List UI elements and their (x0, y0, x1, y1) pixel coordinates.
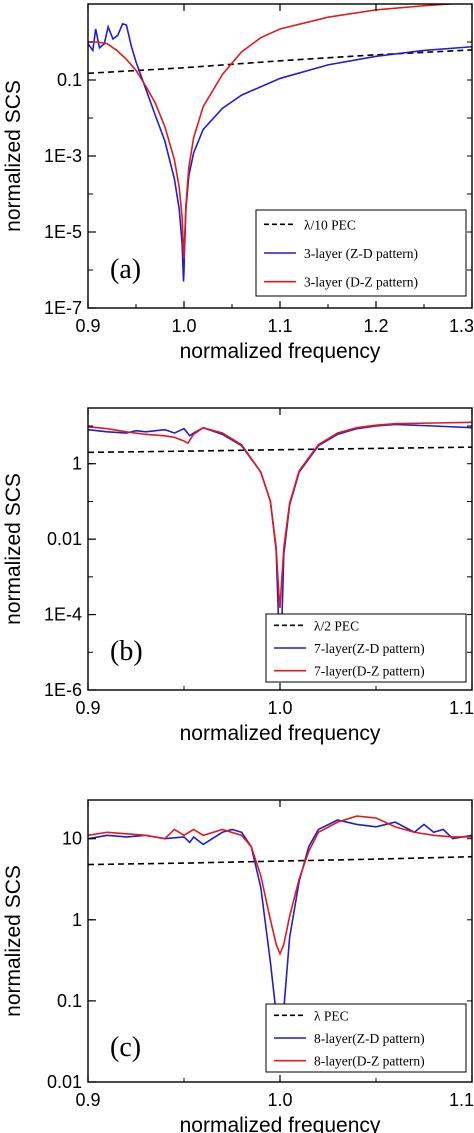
panel-3: 0.9 1.0 1.1 0.01 0.1 1 10 normalized frequency n… (2, 799, 474, 1133)
x-tick-label: 1.1 (267, 316, 292, 336)
series-line-3 (88, 421, 472, 608)
series-line-3 (88, 4, 461, 259)
series-line-1 (88, 49, 472, 75)
x-axis-label: normalized frequency (180, 722, 381, 745)
y-tick-label: 1E-4 (44, 605, 82, 625)
x-tick-label: 1.1 (449, 698, 474, 718)
y-tick-label: 0.01 (47, 529, 82, 549)
panel-1: 0.9 1.0 1.1 1.2 1.3 1E-7 1E-5 1E-3 0.1 normalized… (2, 3, 474, 363)
y-tick-label: 0.1 (57, 70, 82, 90)
legend-label: λ/10 PEC (304, 217, 356, 232)
series-line-1 (88, 446, 472, 454)
x-tick-label: 1.0 (171, 316, 196, 336)
legend-label: 7-layer(D-Z pattern) (314, 664, 425, 679)
legend-label: 7-layer(Z-D pattern) (314, 641, 425, 656)
legend: λ PEC 8-layer(Z-D pattern) 8-layer(D-Z pat… (265, 1003, 467, 1073)
x-tick-label: 1.3 (449, 316, 474, 336)
legend-label: λ/2 PEC (314, 618, 359, 633)
y-tick-label: 10 (62, 829, 82, 849)
x-tick-label: 0.9 (75, 316, 100, 336)
y-tick-label: 1 (72, 454, 82, 474)
series-line-2 (88, 22, 472, 282)
x-tick-label: 1.2 (363, 316, 388, 336)
legend: λ/10 PEC 3-layer (Z-D pattern) 3-layer (D-… (255, 209, 467, 297)
legend-label: 3-layer (Z-D pattern) (304, 246, 418, 261)
legend: λ/2 PEC 7-layer(Z-D pattern) 7-layer(D-Z p… (265, 613, 467, 683)
y-tick-label: 0.01 (47, 1072, 82, 1092)
y-axis-label: normalized SCS (2, 865, 25, 1017)
y-tick-label: 0.1 (57, 991, 82, 1011)
y-tick-label: 1 (72, 910, 82, 930)
x-tick-label: 1.0 (267, 1090, 292, 1110)
y-tick-label: 1E-6 (44, 680, 82, 700)
y-tick-label: 1E-7 (44, 298, 82, 318)
series-line-3 (88, 815, 472, 957)
legend-label: 3-layer (D-Z pattern) (304, 275, 418, 290)
panel-label: (a) (110, 254, 141, 285)
y-axis-label: normalized SCS (2, 473, 25, 625)
panel-label: (b) (110, 636, 143, 667)
y-axis-label: normalized SCS (2, 80, 25, 232)
x-tick-label: 0.9 (75, 1090, 100, 1110)
legend-label: λ PEC (314, 1008, 349, 1023)
legend-label: 8-layer(Z-D pattern) (314, 1031, 425, 1046)
x-tick-label: 0.9 (75, 698, 100, 718)
panel-2: 0.9 1.0 1.1 1E-6 1E-4 0.01 1 normalized frequen… (2, 407, 474, 745)
x-axis-label: normalized frequency (180, 1114, 381, 1133)
y-tick-label: 1E-5 (44, 222, 82, 242)
x-axis-label: normalized frequency (180, 340, 381, 363)
x-tick-label: 1.1 (449, 1090, 474, 1110)
legend-label: 8-layer(D-Z pattern) (314, 1054, 425, 1069)
y-tick-label: 1E-3 (44, 146, 82, 166)
panel-label: (c) (110, 1032, 141, 1063)
x-tick-label: 1.0 (267, 698, 292, 718)
series-line-1 (88, 855, 472, 866)
